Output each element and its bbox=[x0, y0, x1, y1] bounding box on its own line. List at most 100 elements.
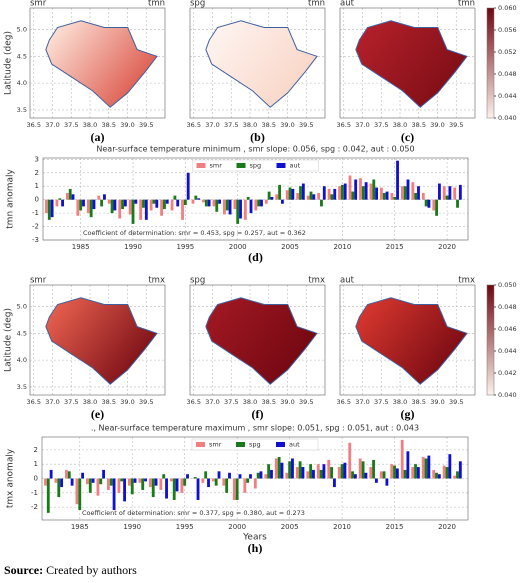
x-tick-label: 37.5 bbox=[374, 121, 388, 129]
bar bbox=[207, 479, 210, 488]
bar bbox=[118, 200, 121, 219]
x-tick-label: 38.5 bbox=[102, 398, 116, 406]
bar bbox=[139, 200, 142, 220]
bar bbox=[359, 458, 362, 478]
colorbar bbox=[487, 285, 494, 395]
bar bbox=[87, 200, 90, 213]
bar bbox=[114, 200, 117, 211]
x-tick-label: 38.0 bbox=[243, 398, 257, 406]
y-axis-label: Latitude (deg) bbox=[4, 308, 14, 372]
bar bbox=[144, 479, 147, 482]
bar bbox=[288, 461, 291, 478]
bar bbox=[110, 479, 113, 486]
bar bbox=[296, 467, 299, 478]
x-tick-label: 39.5 bbox=[299, 121, 313, 129]
panel-caption: (e) bbox=[91, 407, 104, 421]
y-axis-label: tmx anomaly bbox=[6, 448, 16, 508]
bar bbox=[208, 200, 211, 207]
bar bbox=[192, 200, 195, 204]
bar bbox=[320, 200, 323, 207]
colorbar-tick-label: 0.042 bbox=[498, 369, 517, 377]
x-tick-label: 38.0 bbox=[393, 398, 407, 406]
bar bbox=[141, 479, 144, 490]
legend-swatch bbox=[237, 163, 246, 168]
x-tick-label: 38.0 bbox=[83, 121, 97, 129]
bar bbox=[271, 197, 274, 200]
bar bbox=[302, 184, 305, 200]
x-tick-label: 37.0 bbox=[205, 121, 219, 129]
y-tick-label: 4.0 bbox=[17, 356, 27, 364]
bar bbox=[417, 467, 420, 478]
bar bbox=[264, 474, 267, 478]
y-tick-label: -2 bbox=[32, 223, 39, 231]
legend-label: aut bbox=[290, 162, 301, 170]
bar bbox=[142, 200, 145, 208]
bar bbox=[76, 479, 79, 505]
bar bbox=[386, 192, 389, 200]
bar bbox=[197, 198, 200, 199]
bar bbox=[129, 200, 132, 215]
x-tick-label: 37.0 bbox=[355, 121, 369, 129]
variable-label: tmn bbox=[308, 0, 325, 9]
bar bbox=[278, 457, 281, 478]
y-tick-label: 5.0 bbox=[17, 25, 27, 33]
bar bbox=[333, 189, 336, 200]
bar bbox=[260, 200, 263, 207]
bar bbox=[250, 200, 253, 213]
colorbar-tick-label: 0.040 bbox=[498, 114, 517, 122]
bar bbox=[72, 194, 75, 199]
bar bbox=[396, 161, 399, 200]
bar bbox=[213, 200, 216, 207]
bar bbox=[414, 464, 417, 478]
bar bbox=[385, 479, 388, 486]
y-tick-label: 4.0 bbox=[17, 79, 27, 87]
bar bbox=[153, 200, 156, 204]
bar bbox=[362, 186, 365, 199]
x-tick-label: 2020 bbox=[438, 243, 456, 251]
bar bbox=[270, 470, 273, 479]
bar bbox=[218, 200, 221, 204]
bar bbox=[448, 454, 451, 478]
bar bbox=[47, 479, 50, 513]
colorbar-tick-label: 0.044 bbox=[498, 347, 517, 355]
bar bbox=[173, 479, 176, 500]
season-label: spg bbox=[190, 0, 205, 9]
bar bbox=[453, 476, 456, 479]
colorbar-tick-label: 0.050 bbox=[498, 281, 517, 289]
bar bbox=[281, 463, 284, 479]
bar bbox=[375, 188, 378, 200]
variable-label: tmx bbox=[308, 276, 325, 286]
bar bbox=[291, 189, 294, 200]
x-tick-label: 38.5 bbox=[412, 121, 426, 129]
bar bbox=[414, 193, 417, 200]
bar bbox=[328, 189, 331, 200]
bar bbox=[427, 456, 430, 479]
x-tick-label: 2015 bbox=[386, 523, 404, 531]
bar bbox=[306, 471, 309, 478]
legend-label: aut bbox=[289, 441, 300, 449]
y-tick-label: -3 bbox=[32, 236, 39, 244]
x-tick-label: 37.5 bbox=[64, 121, 78, 129]
bar bbox=[417, 186, 420, 199]
y-tick-label: 0 bbox=[34, 475, 38, 483]
y-tick-label: 1 bbox=[34, 460, 38, 468]
x-tick-label: 36.5 bbox=[187, 121, 201, 129]
bar bbox=[226, 200, 229, 211]
bar bbox=[435, 200, 438, 216]
bar bbox=[187, 173, 190, 200]
bar bbox=[93, 200, 96, 209]
bar bbox=[107, 479, 110, 490]
bar bbox=[383, 471, 386, 478]
bar bbox=[81, 473, 84, 479]
bar bbox=[396, 468, 399, 478]
bar bbox=[48, 200, 51, 220]
bar bbox=[228, 473, 231, 479]
bar bbox=[401, 440, 404, 479]
bar bbox=[327, 460, 330, 479]
bar bbox=[365, 182, 368, 199]
bar bbox=[117, 479, 120, 493]
bar bbox=[265, 200, 268, 204]
legend-label: spg bbox=[250, 162, 262, 170]
x-tick-label: 2000 bbox=[228, 523, 246, 531]
bar bbox=[204, 471, 207, 478]
